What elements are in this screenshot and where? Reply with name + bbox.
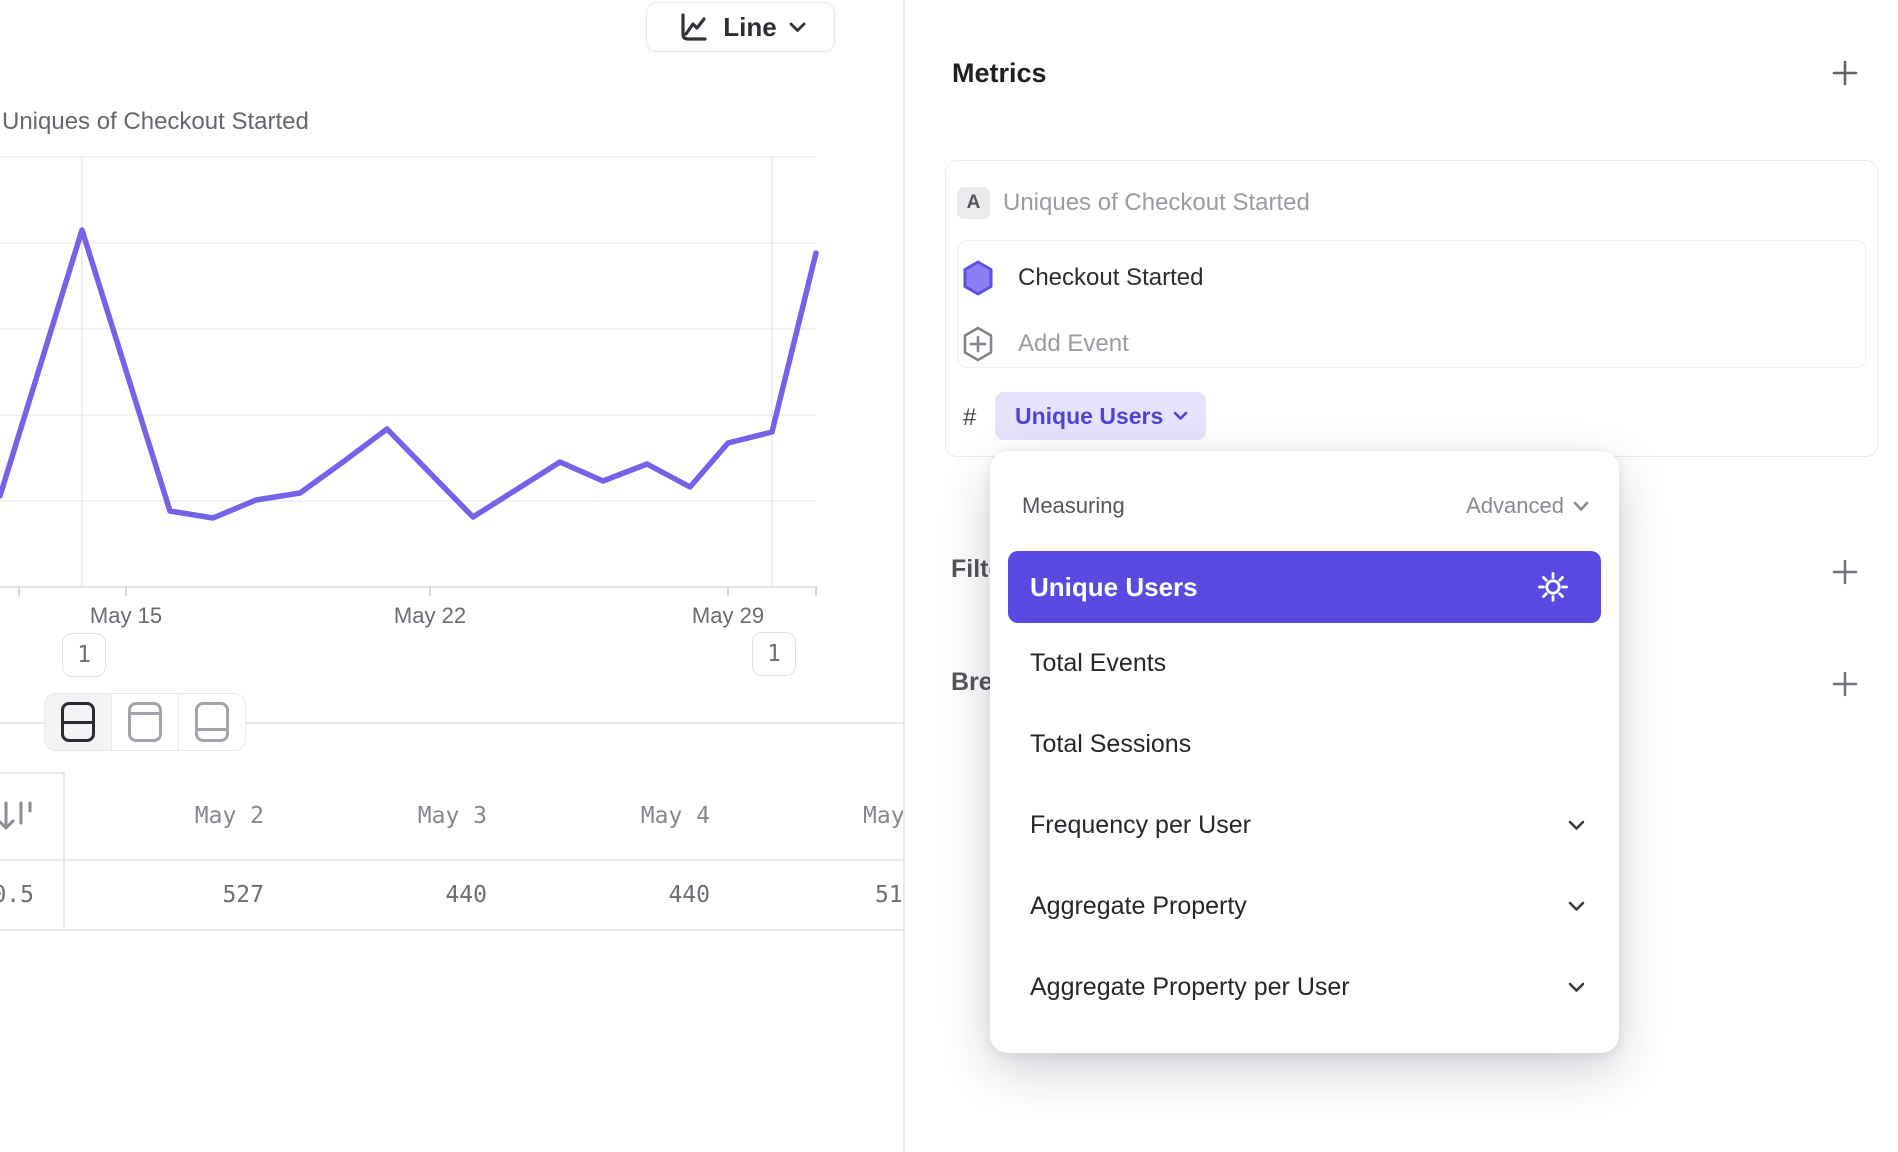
add-breakdown-button[interactable] [1826, 665, 1864, 703]
table-column-header[interactable]: May 4 [640, 803, 710, 829]
layout-table-only-button[interactable] [178, 694, 245, 750]
chevron-down-icon [1573, 501, 1589, 511]
section-divider [0, 722, 903, 724]
event-name[interactable]: Checkout Started [1018, 264, 1204, 291]
table-border [0, 772, 63, 774]
menu-item-total-sessions[interactable]: Total Sessions [990, 704, 1619, 785]
chevron-down-icon [1568, 982, 1585, 992]
chevron-down-icon [1173, 411, 1188, 420]
menu-item-label: Aggregate Property [1030, 892, 1247, 920]
chart-type-button[interactable]: Line [646, 2, 835, 52]
menu-item-label: Frequency per User [1030, 811, 1251, 839]
aggregation-prefix: # [963, 404, 977, 431]
menu-item-unique-users-selected[interactable]: Unique Users [1008, 551, 1601, 623]
annotation-badge[interactable]: 1 [62, 633, 106, 677]
plus-icon [1832, 559, 1858, 585]
table-sticky-cell: 0.5 [0, 882, 34, 908]
x-tick-label: May 22 [393, 603, 467, 628]
aggregation-selector[interactable]: Unique Users [995, 392, 1207, 440]
event-box [957, 240, 1866, 368]
table-header-divider [0, 859, 903, 861]
add-event-button[interactable]: Add Event [1018, 330, 1129, 357]
measuring-dropdown: Measuring Advanced Unique Users [990, 451, 1619, 1053]
chart-title: Uniques of Checkout Started [2, 108, 309, 135]
bottom-pane-layout-icon [195, 702, 229, 742]
advanced-mode-selector[interactable]: Advanced [1466, 493, 1589, 519]
menu-item-total-events[interactable]: Total Events [990, 623, 1619, 704]
split-layout-icon [61, 702, 95, 742]
x-tick-label: May 29 [691, 603, 765, 628]
metric-row-label: A [957, 187, 990, 219]
menu-item-aggregate-property-per-user[interactable]: Aggregate Property per User [990, 947, 1619, 1028]
advanced-label: Advanced [1466, 493, 1564, 518]
chevron-down-icon [789, 22, 806, 32]
gear-icon[interactable] [1535, 569, 1571, 605]
measuring-header: Measuring Advanced [1022, 493, 1589, 519]
selected-item-label: Unique Users [1030, 571, 1198, 602]
layout-split-button[interactable] [45, 694, 111, 750]
layout-toggle-group [44, 693, 246, 751]
menu-item-aggregate-property[interactable]: Aggregate Property [990, 866, 1619, 947]
add-metric-button[interactable] [1826, 54, 1864, 92]
sort-descending-icon[interactable] [0, 796, 40, 842]
menu-item-frequency-per-user[interactable]: Frequency per User [990, 785, 1619, 866]
x-tick-label: May 15 [89, 603, 163, 628]
aggregation-value: Unique Users [1015, 402, 1164, 429]
top-pane-layout-icon [128, 702, 162, 742]
table-column-header[interactable]: May 2 [194, 803, 264, 829]
hexagon-icon [963, 260, 993, 296]
chevron-down-icon [1568, 901, 1585, 911]
chart-panel: Uniques of Checkout Started May 15 May 2… [0, 0, 903, 1152]
chart-type-label: Line [723, 11, 777, 42]
plus-icon [1832, 60, 1858, 86]
table-row-divider [0, 929, 903, 931]
metric-summary: Uniques of Checkout Started [1003, 189, 1310, 216]
line-chart-icon [681, 13, 707, 41]
table-cell: 51 [875, 882, 903, 908]
line-chart[interactable] [0, 140, 850, 640]
layout-chart-only-button[interactable] [111, 694, 178, 750]
measuring-label: Measuring [1022, 493, 1125, 518]
table-cell: 440 [445, 882, 487, 908]
add-filter-button[interactable] [1826, 553, 1864, 591]
hexagon-plus-icon [963, 326, 993, 362]
metrics-section-title: Metrics [952, 58, 1047, 88]
table-cell: 440 [668, 882, 710, 908]
menu-item-label: Aggregate Property per User [1030, 973, 1350, 1001]
plus-icon [1832, 671, 1858, 697]
menu-item-label: Total Sessions [1030, 730, 1192, 758]
chevron-down-icon [1568, 820, 1585, 830]
table-column-divider [63, 772, 65, 930]
table-column-header[interactable]: May [863, 803, 903, 829]
panel-divider [903, 0, 905, 1152]
menu-item-label: Total Events [1030, 649, 1167, 677]
table-cell: 527 [222, 882, 264, 908]
measuring-options-list: Total Events Total Sessions Frequency pe… [990, 623, 1619, 1028]
table-column-header[interactable]: May 3 [417, 803, 487, 829]
annotation-badge[interactable]: 1 [752, 632, 796, 676]
